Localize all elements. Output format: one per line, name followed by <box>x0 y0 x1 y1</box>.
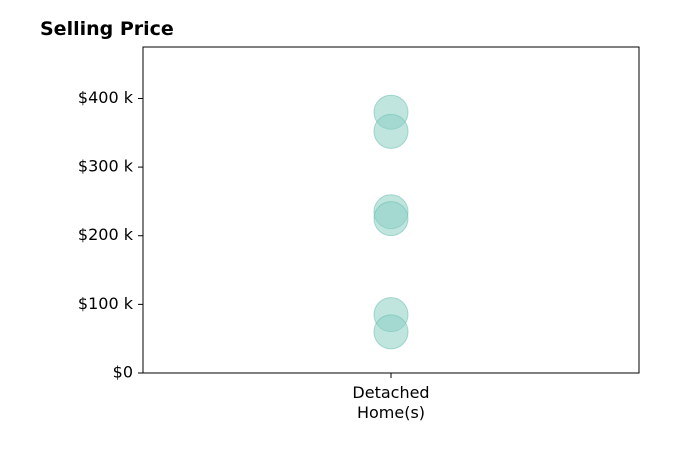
data-point <box>373 314 409 350</box>
x-axis: Detached Home(s) <box>352 373 430 422</box>
data-point <box>373 201 409 237</box>
x-tick-label: Detached Home(s) <box>352 383 429 422</box>
y-tick-label: $100 k <box>78 294 134 313</box>
y-tick-label: $300 k <box>78 157 134 176</box>
data-points <box>373 94 409 350</box>
y-axis: $0 $100 k $200 k $300 k $400 k <box>78 88 143 382</box>
y-tick-label: $400 k <box>78 88 134 107</box>
chart-title: Selling Price <box>40 18 174 40</box>
y-tick-label: $0 <box>113 363 133 382</box>
y-tick-label: $200 k <box>78 225 134 244</box>
data-point <box>373 113 409 149</box>
